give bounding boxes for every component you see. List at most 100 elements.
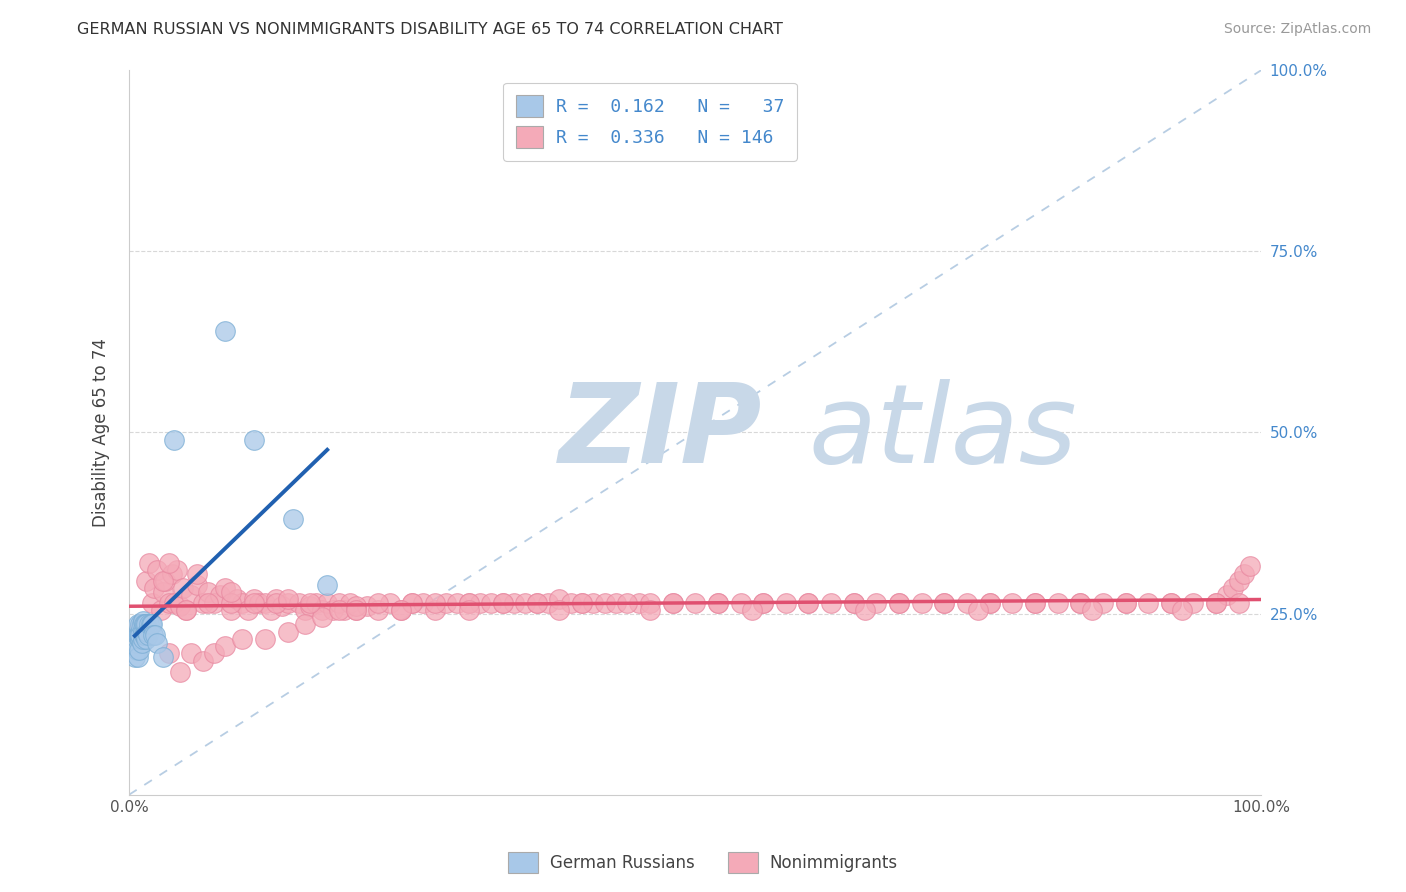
Point — [1091, 596, 1114, 610]
Point — [401, 596, 423, 610]
Point — [389, 603, 412, 617]
Point — [129, 632, 152, 646]
Point — [129, 628, 152, 642]
Point — [186, 577, 208, 591]
Point — [271, 599, 294, 614]
Point — [242, 596, 264, 610]
Point — [1080, 603, 1102, 617]
Point — [152, 574, 174, 588]
Point — [131, 614, 153, 628]
Point — [202, 596, 225, 610]
Point — [820, 596, 842, 610]
Point — [136, 624, 159, 639]
Point — [299, 599, 322, 614]
Point — [1069, 596, 1091, 610]
Point — [1205, 596, 1227, 610]
Point — [277, 592, 299, 607]
Point — [214, 581, 236, 595]
Point — [132, 628, 155, 642]
Point — [157, 647, 180, 661]
Point — [842, 596, 865, 610]
Point — [627, 596, 650, 610]
Point — [333, 603, 356, 617]
Point — [208, 589, 231, 603]
Point — [152, 650, 174, 665]
Point — [316, 577, 339, 591]
Point — [638, 596, 661, 610]
Point — [468, 596, 491, 610]
Point — [661, 596, 683, 610]
Point — [1160, 596, 1182, 610]
Point — [934, 596, 956, 610]
Point — [457, 603, 479, 617]
Point — [560, 596, 582, 610]
Point — [775, 596, 797, 610]
Point — [752, 596, 775, 610]
Point — [202, 647, 225, 661]
Point — [683, 596, 706, 610]
Point — [155, 574, 177, 588]
Point — [146, 635, 169, 649]
Point — [316, 596, 339, 610]
Point — [125, 642, 148, 657]
Point — [160, 566, 183, 581]
Point — [1227, 574, 1250, 588]
Point — [219, 603, 242, 617]
Point — [1222, 581, 1244, 595]
Point — [311, 603, 333, 617]
Text: ZIP: ZIP — [560, 379, 763, 486]
Point — [457, 596, 479, 610]
Point — [138, 556, 160, 570]
Point — [142, 628, 165, 642]
Point — [842, 596, 865, 610]
Point — [548, 592, 571, 607]
Point — [131, 624, 153, 639]
Point — [131, 617, 153, 632]
Point — [979, 596, 1001, 610]
Point — [253, 632, 276, 646]
Point — [661, 596, 683, 610]
Point — [389, 603, 412, 617]
Point — [1024, 596, 1046, 610]
Point — [344, 599, 367, 614]
Point — [294, 617, 316, 632]
Point — [231, 596, 253, 610]
Point — [344, 603, 367, 617]
Point — [492, 596, 515, 610]
Point — [1046, 596, 1069, 610]
Text: atlas: atlas — [808, 379, 1077, 486]
Point — [967, 603, 990, 617]
Point — [582, 596, 605, 610]
Point — [423, 603, 446, 617]
Point — [219, 584, 242, 599]
Y-axis label: Disability Age 65 to 74: Disability Age 65 to 74 — [93, 338, 110, 527]
Point — [128, 628, 150, 642]
Point — [186, 566, 208, 581]
Point — [294, 603, 316, 617]
Point — [191, 596, 214, 610]
Point — [887, 596, 910, 610]
Point — [197, 596, 219, 610]
Point — [299, 596, 322, 610]
Point — [129, 621, 152, 635]
Point — [548, 603, 571, 617]
Point — [1024, 596, 1046, 610]
Point — [136, 628, 159, 642]
Point — [730, 596, 752, 610]
Point — [135, 617, 157, 632]
Point — [134, 628, 156, 642]
Point — [157, 556, 180, 570]
Point — [129, 617, 152, 632]
Point — [979, 596, 1001, 610]
Point — [865, 596, 887, 610]
Point — [214, 639, 236, 653]
Point — [367, 596, 389, 610]
Point — [1069, 596, 1091, 610]
Point — [163, 596, 186, 610]
Point — [339, 596, 361, 610]
Point — [141, 596, 163, 610]
Point — [169, 665, 191, 679]
Point — [225, 592, 247, 607]
Point — [328, 596, 350, 610]
Point — [242, 433, 264, 447]
